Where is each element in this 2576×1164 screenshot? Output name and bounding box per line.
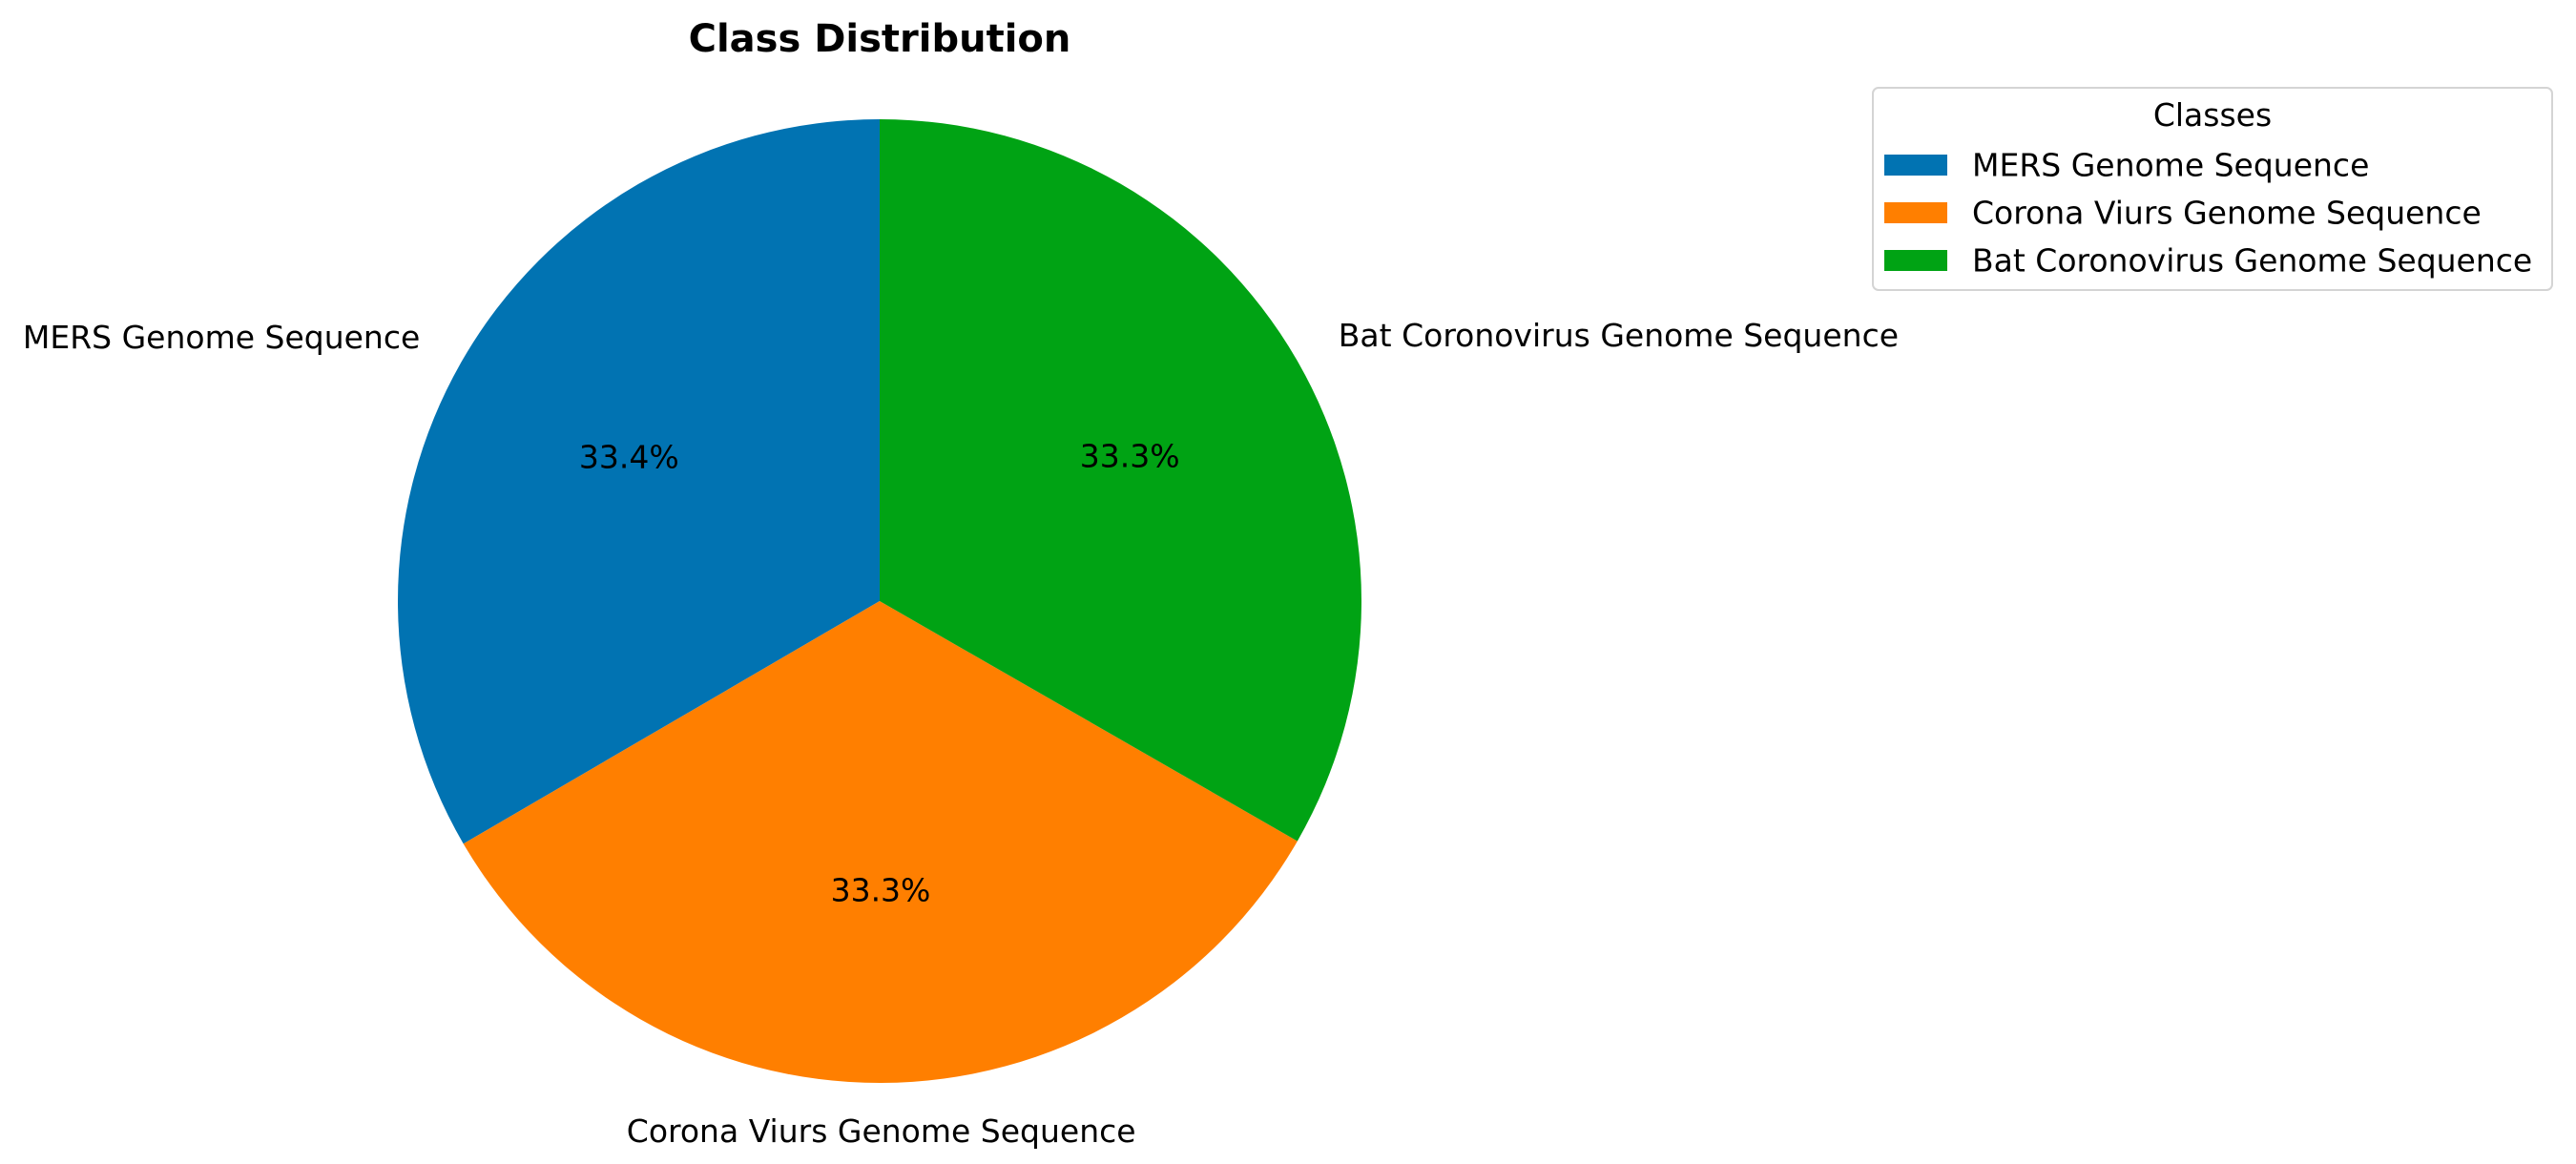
legend-entries: MERS Genome Sequence Corona Viurs Genome …: [1884, 147, 2532, 280]
chart-title: Class Distribution: [689, 17, 1071, 61]
legend-label: Bat Coronovirus Genome Sequence: [1972, 242, 2532, 280]
pie-slice: [463, 601, 1298, 1083]
pie-slice: [397, 119, 880, 844]
legend-label: MERS Genome Sequence: [1972, 147, 2369, 184]
legend-label: Corona Viurs Genome Sequence: [1972, 195, 2482, 232]
legend: Classes MERS Genome Sequence Corona Viurs…: [1872, 87, 2553, 291]
pie-slices: [397, 119, 1361, 1083]
legend-swatch: [1884, 202, 1947, 223]
legend-title: Classes: [2153, 96, 2272, 134]
slice-labels: MERS Genome Sequence Corona Viurs Genome …: [23, 317, 1899, 1150]
pie-slice: [880, 119, 1361, 842]
slice-label: Bat Coronovirus Genome Sequence: [1339, 317, 1899, 354]
legend-swatch: [1884, 250, 1947, 271]
slice-label: Corona Viurs Genome Sequence: [627, 1112, 1136, 1150]
legend-frame: [1872, 87, 2553, 291]
legend-swatch: [1884, 155, 1947, 176]
slice-percent-label: 33.4%: [579, 439, 679, 476]
slice-label: MERS Genome Sequence: [23, 319, 420, 356]
slice-percent-labels: 33.4% 33.3% 33.3%: [579, 438, 1180, 909]
slice-percent-label: 33.3%: [831, 872, 931, 909]
slice-percent-label: 33.3%: [1080, 438, 1180, 475]
